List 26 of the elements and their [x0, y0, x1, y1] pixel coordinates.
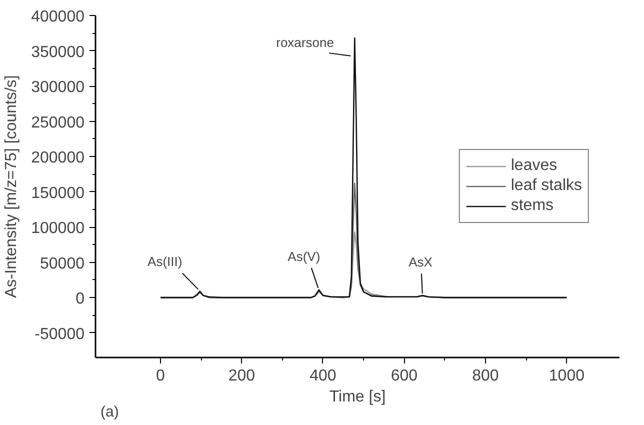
y-tick-label: 350000 — [31, 44, 85, 61]
legend-label: leaf stalks — [510, 177, 582, 195]
x-tick-label: 1000 — [548, 368, 585, 384]
legend-label: leaves — [510, 157, 558, 175]
annotation: As(V) — [288, 248, 320, 264]
x-axis-title: Time [s] — [329, 388, 386, 406]
y-tick-label: 0 — [76, 290, 85, 308]
x-tick-label: 800 — [472, 368, 499, 384]
annotation: roxarsone — [276, 34, 334, 50]
y-tick-label: 300000 — [31, 79, 85, 96]
y-tick-label: 250000 — [31, 114, 85, 132]
x-tick-label: 200 — [228, 368, 256, 384]
y-tick-label: -50000 — [34, 326, 85, 343]
y-axis-title: As-Intensity [m/z=75] [counts/s] — [3, 75, 20, 298]
legend-label: stems — [510, 197, 554, 215]
y-tick-label: 200000 — [31, 150, 85, 167]
text: (a) — [100, 404, 119, 420]
y-tick-label: 100000 — [31, 220, 85, 238]
x-tick-label: 600 — [390, 368, 418, 384]
y-tick-label: 150000 — [31, 184, 85, 202]
y-tick-label: 400000 — [31, 8, 85, 26]
x-tick-label: 400 — [310, 368, 336, 384]
annotation: As(III) — [148, 254, 182, 270]
annotation: AsX — [408, 254, 433, 270]
y-tick-label: 50000 — [40, 255, 85, 272]
x-tick-label: 0 — [156, 368, 166, 384]
